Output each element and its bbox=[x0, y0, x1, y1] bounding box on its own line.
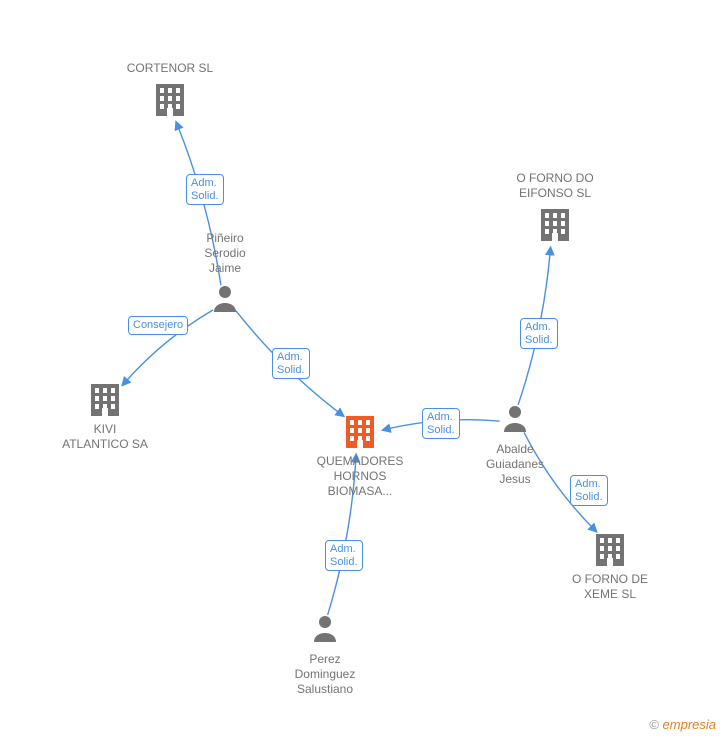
node-label: PerezDominguezSalustiano bbox=[255, 652, 395, 697]
edge-label: Consejero bbox=[128, 316, 188, 335]
edge-label: Adm. Solid. bbox=[272, 348, 310, 379]
watermark-brand: empresia bbox=[663, 717, 716, 732]
node-label: CORTENOR SL bbox=[100, 61, 240, 76]
company-node bbox=[156, 84, 184, 116]
node-label: QUEMADORESHORNOSBIOMASA... bbox=[290, 454, 430, 499]
node-label: O FORNO DEXEME SL bbox=[540, 572, 680, 602]
edge-label: Adm. Solid. bbox=[325, 540, 363, 571]
network-graph bbox=[0, 0, 728, 740]
edge-label: Adm. Solid. bbox=[422, 408, 460, 439]
copyright-symbol: © bbox=[649, 717, 659, 732]
node-label: O FORNO DOEIFONSO SL bbox=[485, 171, 625, 201]
node-label: AbaldeGuiadanesJesus bbox=[445, 442, 585, 487]
node-label: PiñeiroSerodioJaime bbox=[155, 231, 295, 276]
edge-label: Adm. Solid. bbox=[520, 318, 558, 349]
person-node bbox=[214, 286, 236, 312]
company-node bbox=[596, 534, 624, 566]
watermark: © empresia bbox=[649, 717, 716, 732]
company-node bbox=[541, 209, 569, 241]
edge-label: Adm. Solid. bbox=[186, 174, 224, 205]
person-node bbox=[314, 616, 336, 642]
company-node bbox=[346, 416, 374, 448]
company-node bbox=[91, 384, 119, 416]
person-node bbox=[504, 406, 526, 432]
node-label: KIVIATLANTICO SA bbox=[35, 422, 175, 452]
